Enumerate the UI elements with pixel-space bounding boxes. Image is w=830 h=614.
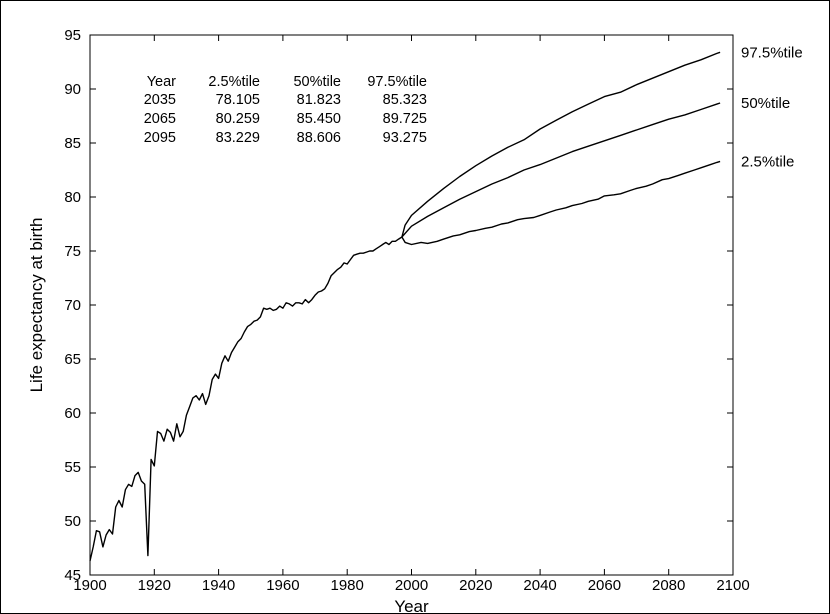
x-tick-label: 1900	[73, 577, 106, 594]
y-tick-label: 60	[64, 405, 81, 422]
table-cell: 83.229	[216, 130, 260, 146]
table-cell: 85.450	[297, 111, 341, 127]
series-line-97-5-tile	[401, 51, 721, 238]
table-header-cell: 2.5%tile	[208, 74, 260, 90]
series-label: 97.5%tile	[741, 44, 803, 61]
percentile-table: Year 2.5%tile 50%tile 97.5%tile 2035 78.105 81…	[144, 74, 427, 146]
y-axis-title: Life expectancy at birth	[27, 218, 46, 393]
table-cell: 2065	[144, 111, 176, 127]
table-cell: 85.323	[383, 92, 427, 108]
x-tick-label: 2020	[459, 577, 492, 594]
y-tick-label: 75	[64, 243, 81, 260]
x-tick-label: 2040	[523, 577, 556, 594]
y-tick-label: 70	[64, 297, 81, 314]
x-tick-label: 2060	[588, 577, 621, 594]
table-header-cell: 97.5%tile	[367, 74, 427, 90]
axis-ticks: 1900 1920 1940 1960 1980 2000 2020 2040 2060 2080…	[64, 27, 749, 594]
series-line-historical	[89, 236, 403, 562]
x-tick-label: 2080	[652, 577, 685, 594]
y-tick-label: 95	[64, 27, 81, 44]
y-tick-label: 55	[64, 459, 81, 476]
series-label: 2.5%tile	[741, 153, 794, 170]
y-tick-label: 90	[64, 81, 81, 98]
table-header-cell: Year	[147, 74, 176, 90]
table-cell: 78.105	[216, 92, 260, 108]
x-tick-label: 2000	[395, 577, 428, 594]
table-cell: 93.275	[383, 130, 427, 146]
x-tick-label: 1920	[138, 577, 171, 594]
table-cell: 2095	[144, 130, 176, 146]
x-tick-label: 2100	[716, 577, 749, 594]
y-tick-label: 85	[64, 135, 81, 152]
series-line-2-5-tile	[401, 160, 721, 246]
x-tick-label: 1960	[266, 577, 299, 594]
series-labels: 97.5%tile 50%tile 2.5%tile	[741, 44, 803, 170]
x-tick-label: 1940	[202, 577, 235, 594]
table-header-cell: 50%tile	[293, 74, 341, 90]
table-cell: 88.606	[297, 130, 341, 146]
x-tick-label: 1980	[331, 577, 364, 594]
y-tick-label: 80	[64, 189, 81, 206]
y-tick-label: 50	[64, 513, 81, 530]
x-axis-title: Year	[394, 597, 429, 614]
y-tick-label: 65	[64, 351, 81, 368]
table-cell: 81.823	[297, 92, 341, 108]
series-label: 50%tile	[741, 95, 790, 112]
table-cell: 89.725	[383, 111, 427, 127]
table-cell: 2035	[144, 92, 176, 108]
series-line-50-tile	[401, 102, 721, 238]
series-lines	[89, 51, 721, 562]
y-tick-label: 45	[64, 567, 81, 584]
table-cell: 80.259	[216, 111, 260, 127]
